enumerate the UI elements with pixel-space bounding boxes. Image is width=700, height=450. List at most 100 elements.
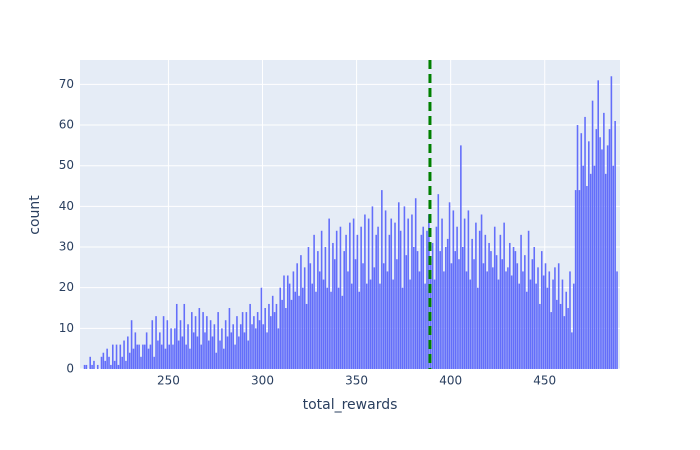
bar xyxy=(311,283,314,369)
y-tick-label: 40 xyxy=(59,199,74,213)
bar xyxy=(426,230,428,369)
bar xyxy=(556,299,558,369)
bar xyxy=(606,145,609,369)
bar xyxy=(416,251,419,369)
bar xyxy=(256,312,259,369)
bar xyxy=(501,259,504,369)
bar xyxy=(563,316,566,369)
bar xyxy=(228,308,231,369)
bar xyxy=(525,291,528,369)
bar xyxy=(264,308,266,369)
bar xyxy=(578,190,581,369)
bar xyxy=(542,275,545,369)
bar xyxy=(548,271,551,369)
bar xyxy=(347,271,349,369)
bar xyxy=(238,336,240,369)
y-tick-label: 60 xyxy=(59,118,74,132)
bar xyxy=(138,344,140,369)
bar xyxy=(499,234,502,369)
bar xyxy=(461,247,464,369)
bar xyxy=(343,251,345,369)
y-tick-label: 30 xyxy=(59,240,74,254)
bar xyxy=(187,324,189,369)
bar xyxy=(409,279,411,369)
bar xyxy=(582,165,584,369)
bar xyxy=(588,141,590,369)
bar xyxy=(535,283,537,369)
x-tick-label: 350 xyxy=(345,374,368,388)
bar xyxy=(136,344,139,369)
bar xyxy=(281,299,283,369)
bar xyxy=(93,360,95,369)
bar xyxy=(546,287,549,369)
bar xyxy=(527,230,530,369)
bar xyxy=(128,352,131,369)
bar xyxy=(591,100,594,369)
bar xyxy=(354,259,357,369)
bar xyxy=(277,328,280,369)
bar xyxy=(241,312,244,369)
bar xyxy=(561,279,564,369)
bar xyxy=(334,259,336,369)
bar xyxy=(320,230,323,369)
bar xyxy=(418,271,421,369)
bar xyxy=(117,364,120,369)
bar xyxy=(217,312,219,369)
y-tick-label: 10 xyxy=(59,321,74,335)
bar xyxy=(266,332,268,369)
bar xyxy=(345,234,347,369)
bar xyxy=(490,251,492,369)
bar xyxy=(159,332,161,369)
bar xyxy=(140,356,142,369)
bar xyxy=(435,226,438,369)
bar xyxy=(85,364,88,369)
bar xyxy=(162,316,165,369)
bar xyxy=(175,303,178,369)
bar xyxy=(296,263,298,369)
bar xyxy=(121,356,123,369)
bar xyxy=(473,259,475,369)
bar xyxy=(211,336,214,369)
bar xyxy=(317,251,319,369)
x-tick-label: 300 xyxy=(251,374,274,388)
bar xyxy=(170,328,172,369)
bar xyxy=(533,247,536,369)
bar xyxy=(181,336,184,369)
bar xyxy=(155,316,157,369)
x-tick-label: 400 xyxy=(439,374,462,388)
bar xyxy=(157,340,159,369)
bar xyxy=(518,283,520,369)
bar xyxy=(164,348,167,369)
bar xyxy=(381,190,383,369)
bar xyxy=(557,263,560,369)
bar xyxy=(369,279,372,369)
bar xyxy=(445,247,447,369)
bar xyxy=(413,247,415,369)
bar xyxy=(183,303,186,369)
bar xyxy=(215,352,218,369)
bar xyxy=(330,291,332,369)
bar xyxy=(503,222,505,369)
bar xyxy=(446,238,449,369)
bar xyxy=(283,275,285,369)
bar xyxy=(475,222,477,369)
bar xyxy=(100,356,103,369)
bar xyxy=(382,263,385,369)
bar xyxy=(484,234,487,369)
bar xyxy=(206,316,208,369)
bar xyxy=(125,360,127,369)
bar xyxy=(303,267,306,369)
bar xyxy=(572,283,575,369)
bar xyxy=(341,295,344,369)
bar xyxy=(414,198,417,369)
bar xyxy=(200,344,202,369)
bar xyxy=(275,303,278,369)
y-tick-label: 20 xyxy=(59,280,74,294)
bar xyxy=(403,206,406,369)
bar xyxy=(147,348,150,369)
bar xyxy=(337,287,340,369)
bar xyxy=(127,336,129,369)
bar xyxy=(431,242,434,369)
bar xyxy=(399,230,402,369)
bar xyxy=(83,364,86,369)
